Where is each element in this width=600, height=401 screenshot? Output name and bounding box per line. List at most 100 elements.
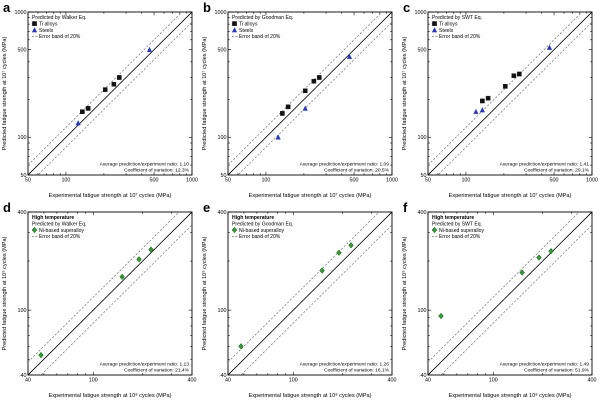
square-marker <box>511 73 517 79</box>
svg-text:Predicted by Walker Eq.: Predicted by Walker Eq. <box>32 15 86 21</box>
triangle-marker <box>302 105 308 111</box>
svg-text:100: 100 <box>218 308 227 314</box>
series-ni-based-superalloy <box>438 247 554 320</box>
triangle-marker <box>275 134 281 140</box>
square-marker <box>316 75 322 80</box>
annotation: Average prediction/experiment ratio: 1.4… <box>500 162 590 174</box>
scatter-chart-goodman-room-temp: 50 100 500 1000 50 100 500 1000 Predicted by Goo… <box>201 10 399 199</box>
svg-text:High temperature: High temperature <box>232 215 274 221</box>
y-axis-label: Predicted fatigue strength at 10⁷ cycles… <box>401 37 408 151</box>
svg-text:50: 50 <box>221 173 227 179</box>
diamond-marker <box>536 254 542 261</box>
plot-frame <box>227 211 393 376</box>
diamond-marker <box>238 343 244 350</box>
diamond-marker <box>38 351 44 359</box>
series-steels <box>75 46 153 126</box>
error-band-line <box>37 21 192 175</box>
svg-text:Predicted by SWT Eq.: Predicted by SWT Eq. <box>432 221 482 227</box>
svg-text:100: 100 <box>61 178 70 184</box>
tick-labels: 40 100 400 40 100 400 <box>418 210 597 384</box>
reference-lines <box>28 212 192 375</box>
svg-text:100: 100 <box>18 135 27 141</box>
svg-text:Ni-based superalloy: Ni-based superalloy <box>39 228 84 234</box>
svg-text:400: 400 <box>588 378 597 384</box>
svg-text:Predicted by SWT Eq.: Predicted by SWT Eq. <box>432 15 482 21</box>
diamond-marker <box>348 242 354 249</box>
svg-text:Coefficient of variation: 51.9: Coefficient of variation: 51.9% <box>524 368 590 374</box>
axis-ticks <box>227 211 393 376</box>
series-ti-alloys <box>480 71 522 104</box>
square-marker <box>516 71 522 77</box>
triangle-marker <box>75 120 81 126</box>
series-steels <box>275 53 353 140</box>
triangle-marker <box>546 44 553 50</box>
svg-text:Ti alloys: Ti alloys <box>239 21 258 27</box>
annotation: Average prediction/experiment ratio: 1.4… <box>500 362 590 374</box>
panel-a-letter: a <box>3 0 11 15</box>
series-ni-based-superalloy <box>38 246 154 359</box>
square-marker <box>311 78 317 84</box>
panel-c-letter: c <box>403 0 411 15</box>
panel-f: f 40 100 400 40 100 400 High temperature Predic… <box>400 200 600 400</box>
svg-text:Average prediction/experiment: Average prediction/experiment ratio: 1.1… <box>100 162 190 168</box>
svg-text:500: 500 <box>218 48 227 54</box>
identity-line <box>228 12 392 175</box>
svg-text:Ti alloys: Ti alloys <box>439 21 458 27</box>
panel-f-letter: f <box>403 200 408 215</box>
panel-b-letter: b <box>203 0 211 15</box>
svg-text:40: 40 <box>221 373 227 379</box>
y-axis-label: Predicted fatigue strength at 10⁸ cycles… <box>201 236 208 350</box>
svg-text:50: 50 <box>421 173 427 179</box>
tick-labels: 50 100 500 1000 50 100 500 1000 <box>215 10 399 184</box>
square-marker <box>111 81 117 87</box>
square-marker <box>432 21 437 26</box>
svg-text:50: 50 <box>21 173 27 179</box>
tick-labels: 40 100 400 40 100 400 <box>218 210 397 384</box>
svg-text:Coefficient of variation: 20.5: Coefficient of variation: 20.5% <box>324 168 390 174</box>
svg-text:1000: 1000 <box>215 10 227 16</box>
x-axis-label: Experimental fatigue strength at 10⁷ cyc… <box>449 192 572 199</box>
diamond-marker <box>319 267 325 274</box>
panel-a: a 50 100 500 1000 50 100 500 1000 Predicted by W… <box>0 0 200 200</box>
error-band-line <box>428 212 580 363</box>
reference-lines <box>228 12 392 175</box>
svg-text:400: 400 <box>418 210 427 216</box>
svg-text:Coefficient of variation: 21.4: Coefficient of variation: 21.4% <box>124 368 190 374</box>
svg-text:100: 100 <box>418 308 427 314</box>
identity-line <box>428 212 592 375</box>
triangle-marker <box>431 27 438 33</box>
square-marker <box>32 21 37 26</box>
triangle-marker <box>346 53 353 59</box>
plot-frame <box>227 11 393 176</box>
triangle-marker <box>479 107 485 113</box>
svg-text:High temperature: High temperature <box>32 215 74 221</box>
panel-d-letter: d <box>3 200 11 215</box>
svg-text:40: 40 <box>21 373 27 379</box>
svg-text:40: 40 <box>425 378 431 384</box>
svg-text:Error band of 20%: Error band of 20% <box>439 234 481 240</box>
diamond-marker <box>119 273 125 281</box>
square-marker <box>85 106 91 111</box>
error-band-line <box>28 212 180 363</box>
panel-d: d 40 100 400 40 100 400 High temperature Predic… <box>0 200 200 400</box>
svg-text:500: 500 <box>350 178 359 184</box>
diamond-marker <box>431 226 438 234</box>
diamond-marker <box>519 269 525 276</box>
axis-ticks <box>427 211 593 376</box>
identity-line <box>228 212 392 375</box>
svg-text:400: 400 <box>18 210 27 216</box>
svg-text:Error band of 20%: Error band of 20% <box>239 234 281 240</box>
svg-text:Error band of 20%: Error band of 20% <box>439 34 481 40</box>
error-band-line <box>428 12 583 166</box>
annotation: Average prediction/experiment ratio: 1.2… <box>300 362 390 374</box>
svg-text:400: 400 <box>188 378 197 384</box>
svg-text:1000: 1000 <box>415 10 427 16</box>
svg-text:Average prediction/experiment: Average prediction/experiment ratio: 1.1… <box>100 362 190 368</box>
x-axis-label: Experimental fatigue strength at 10⁸ cyc… <box>449 392 572 399</box>
error-band-line <box>40 224 192 375</box>
axis-ticks <box>27 211 193 376</box>
